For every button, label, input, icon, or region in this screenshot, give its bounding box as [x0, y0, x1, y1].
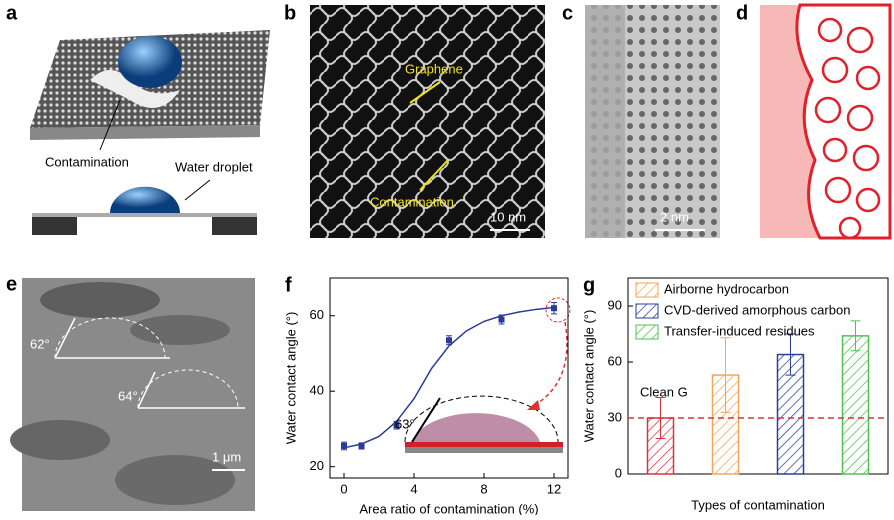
pit: [115, 455, 235, 505]
rings: [814, 17, 881, 240]
panel-label: c: [562, 2, 573, 24]
bar: [841, 335, 870, 475]
droplet-outline: [137, 369, 239, 409]
x-axis-label: Types of contamination: [691, 497, 825, 512]
tem-image: [310, 5, 545, 238]
x-tick-label: 4: [410, 481, 417, 496]
y-tick-label: 90: [608, 297, 622, 312]
substrate: [405, 442, 563, 447]
error-bar: [850, 320, 861, 352]
support: [212, 217, 257, 235]
panel-c: c 2 nm: [562, 2, 720, 238]
pit: [40, 282, 160, 318]
point: [498, 316, 505, 323]
x-axis-label: Area ratio of contamination (%): [359, 501, 538, 515]
plot-frame: [627, 277, 889, 475]
arrow: [99, 99, 121, 151]
error-bar: [785, 333, 796, 376]
annotation: 63°: [395, 416, 415, 431]
panel-label: a: [6, 2, 18, 24]
label: Contamination: [45, 154, 129, 169]
angle-label: 62°: [30, 336, 50, 351]
sheet-edge: [30, 125, 260, 140]
droplet: [110, 186, 180, 213]
legend-label: CVD-derived amorphous carbon: [664, 302, 850, 317]
highlight: [545, 297, 571, 323]
legend-swatch: [635, 324, 659, 340]
tangent: [137, 371, 156, 409]
panel-d: d: [736, 2, 892, 240]
arrowhead: [527, 400, 540, 410]
x-tick-label: 0: [340, 481, 347, 496]
legend-label: Airborne hydrocarbon: [664, 281, 789, 296]
inset: [404, 297, 571, 453]
arrow: [419, 159, 449, 191]
tangent: [411, 397, 441, 443]
y-tick-label: 60: [608, 353, 622, 368]
amorphous-region: [585, 5, 625, 238]
panel-label: e: [6, 273, 17, 295]
droplet: [118, 36, 182, 88]
y-tick-label: 30: [608, 409, 622, 424]
plot-frame: [329, 277, 569, 479]
lattice: [795, 3, 892, 240]
fit-curve: [343, 306, 555, 449]
bar: [776, 353, 805, 475]
legend-label: Transfer-induced residues: [664, 323, 815, 338]
arrow: [409, 81, 441, 104]
pit: [130, 315, 230, 345]
scale-label: 10 nm: [490, 209, 526, 224]
substrate: [405, 447, 563, 453]
error-bar: [720, 337, 731, 413]
legend-swatch: [635, 282, 659, 298]
y-tick-label: 40: [310, 383, 324, 398]
panel-label: g: [583, 274, 595, 296]
y-tick-label: 20: [310, 458, 324, 473]
panel-e: e 62° 64° 1 μm: [6, 273, 255, 511]
label: Water droplet: [175, 159, 253, 174]
contamination: [90, 70, 180, 108]
point: [341, 442, 347, 449]
legend-swatch: [635, 303, 659, 319]
sheet: [32, 213, 257, 217]
panel-label: f: [285, 274, 292, 296]
scale-label: 2 nm: [660, 209, 689, 224]
pit: [10, 420, 110, 460]
scale-label: 1 μm: [212, 449, 241, 464]
y-axis-label: Water contact angle (°): [283, 312, 298, 445]
droplet-model: [412, 413, 540, 442]
x-tick-label: 8: [480, 481, 487, 496]
tangent: [54, 317, 76, 359]
point: [358, 442, 365, 449]
arrow: [534, 321, 568, 406]
panel-a: a Contamination Water droplet: [6, 2, 270, 235]
label: Contamination: [370, 194, 454, 209]
angle-label: 64°: [118, 388, 138, 403]
outline: [404, 395, 559, 443]
y-tick-label: 0: [615, 465, 622, 480]
label: Graphene: [405, 61, 463, 76]
arrow: [184, 179, 211, 201]
bar-annotation: Clean G: [640, 384, 688, 399]
panel-b: b Graphene Contamination 10 nm: [284, 2, 545, 238]
point: [551, 305, 557, 312]
y-axis-label: Water contact angle (°): [581, 310, 596, 443]
point: [393, 422, 400, 429]
x-tick-label: 12: [547, 481, 561, 496]
support: [32, 217, 77, 235]
panel-label: d: [736, 2, 748, 24]
panel-label: b: [284, 2, 296, 24]
point: [446, 337, 452, 344]
y-tick-label: 60: [310, 307, 324, 322]
